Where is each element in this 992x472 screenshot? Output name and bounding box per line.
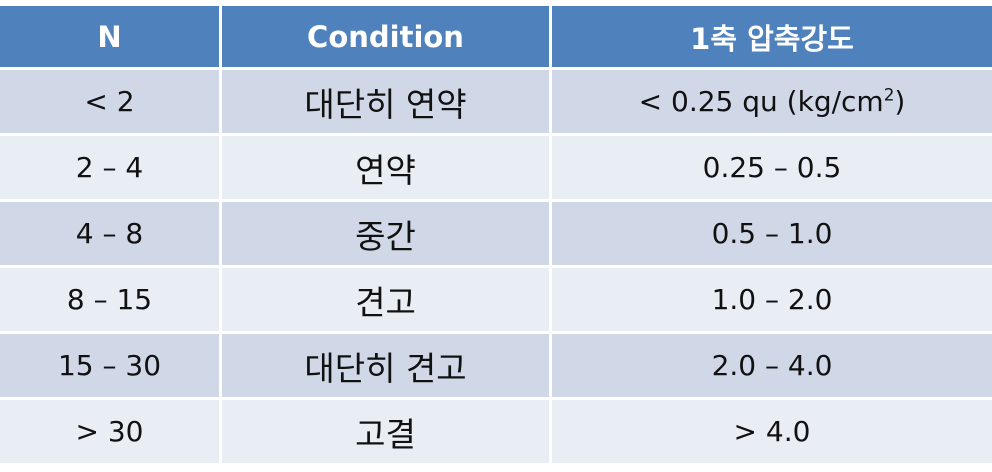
cell-condition: 고결 xyxy=(222,400,552,466)
cell-n: 4 – 8 xyxy=(0,202,222,268)
cell-strength: 0.5 – 1.0 xyxy=(552,202,992,268)
table-body: < 2 대단히 연약 < 0.25 qu (kg/cm2) 2 – 4 연약 0… xyxy=(0,70,992,466)
strength-superscript: 2 xyxy=(883,84,895,105)
consistency-table: N Condition 1축 압축강도 < 2 대단히 연약 < 0.25 qu… xyxy=(0,6,992,466)
table-header: N Condition 1축 압축강도 xyxy=(0,6,992,70)
table-row: < 2 대단히 연약 < 0.25 qu (kg/cm2) xyxy=(0,70,992,136)
cell-strength: > 4.0 xyxy=(552,400,992,466)
cell-condition: 대단히 견고 xyxy=(222,334,552,400)
header-n: N xyxy=(0,6,222,70)
cell-condition: 연약 xyxy=(222,136,552,202)
cell-condition: 대단히 연약 xyxy=(222,70,552,136)
table-row: 8 – 15 견고 1.0 – 2.0 xyxy=(0,268,992,334)
consistency-table-container: N Condition 1축 압축강도 < 2 대단히 연약 < 0.25 qu… xyxy=(0,6,992,466)
cell-condition: 중간 xyxy=(222,202,552,268)
strength-text: < 0.25 qu (kg/cm xyxy=(638,85,884,118)
table-row: > 30 고결 > 4.0 xyxy=(0,400,992,466)
cell-condition: 견고 xyxy=(222,268,552,334)
strength-tail: ) xyxy=(894,85,906,118)
cell-n: 15 – 30 xyxy=(0,334,222,400)
table-row: 15 – 30 대단히 견고 2.0 – 4.0 xyxy=(0,334,992,400)
table-row: 4 – 8 중간 0.5 – 1.0 xyxy=(0,202,992,268)
header-condition: Condition xyxy=(222,6,552,70)
cell-strength: 1.0 – 2.0 xyxy=(552,268,992,334)
cell-strength: < 0.25 qu (kg/cm2) xyxy=(552,70,992,136)
cell-strength: 0.25 – 0.5 xyxy=(552,136,992,202)
cell-n: 8 – 15 xyxy=(0,268,222,334)
header-row: N Condition 1축 압축강도 xyxy=(0,6,992,70)
cell-n: > 30 xyxy=(0,400,222,466)
cell-n: < 2 xyxy=(0,70,222,136)
cell-n: 2 – 4 xyxy=(0,136,222,202)
table-row: 2 – 4 연약 0.25 – 0.5 xyxy=(0,136,992,202)
cell-strength: 2.0 – 4.0 xyxy=(552,334,992,400)
header-strength: 1축 압축강도 xyxy=(552,6,992,70)
